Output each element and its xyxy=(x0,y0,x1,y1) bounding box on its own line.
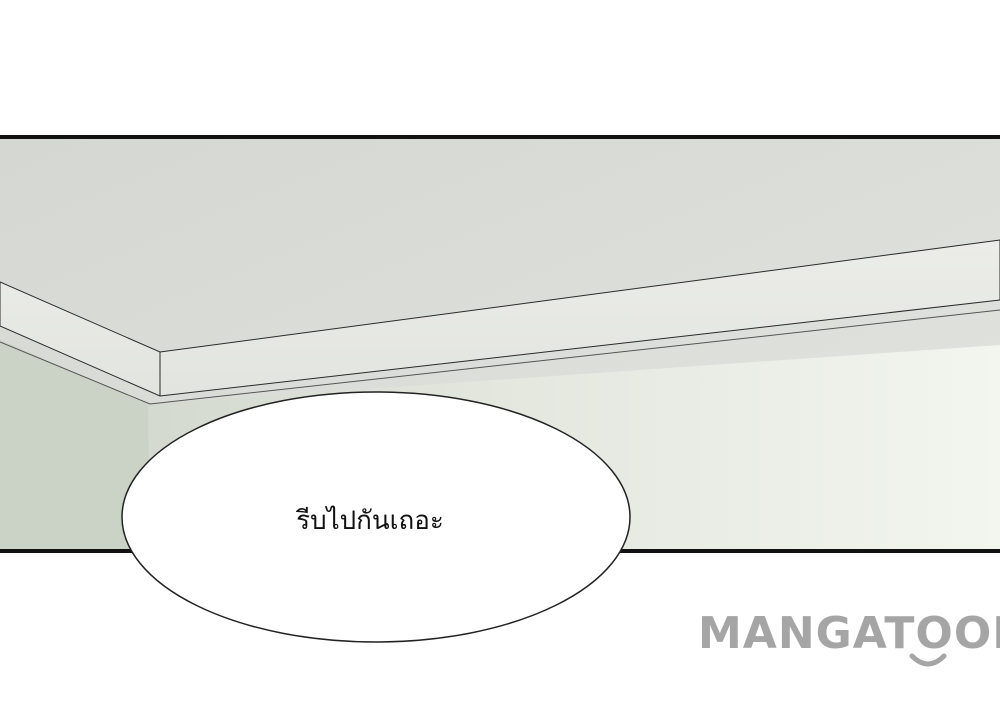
speech-bubble xyxy=(121,391,631,643)
speech-bubble-text: รีบไปกันเถอะ xyxy=(296,506,444,536)
left-wall xyxy=(0,340,150,551)
trim-lower-line xyxy=(0,309,1000,405)
watermark-text: MANGATOON xyxy=(698,608,1000,659)
mangatoon-watermark: MANGATOON xyxy=(698,608,1000,668)
smile-icon xyxy=(909,653,947,667)
